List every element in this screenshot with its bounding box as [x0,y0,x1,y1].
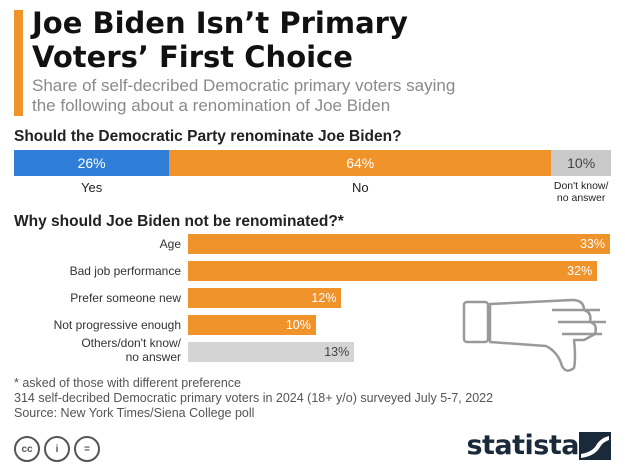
renominate-stacked-bar: 26% Yes 64% No 10% Don't know/no answer [14,150,611,204]
question-2-title: Why should Joe Biden not be renominated?… [14,213,344,230]
stack-segment-dont-know [551,150,611,176]
stack-category-yes: Yes [81,180,103,195]
bar-value-prefer-someone-new: 12% [311,291,337,305]
bar-label-prefer-someone-new: Prefer someone new [70,291,181,305]
chart-title: Joe Biden Isn’t Primary Voters’ First Ch… [32,6,408,74]
bar-label-not-progressive-enough: Not progressive enough [53,318,181,332]
stack-value-yes: 26% [77,155,106,171]
statista-logo-text: statista [466,430,579,461]
source-note: Source: New York Times/Siena College pol… [14,406,255,420]
stack-segment-no [169,150,552,176]
title-line-2: Voters’ First Choice [32,40,353,74]
stack-category-no: No [351,180,369,195]
no-derivatives-icon[interactable]: = [74,436,100,462]
bar-not-progressive-enough [188,315,316,335]
bar-bad-job-performance [188,261,598,281]
bar-others [188,342,355,362]
title-line-1: Joe Biden Isn’t Primary [32,6,408,40]
statista-logo-icon [579,431,611,460]
question-1-title: Should the Democratic Party renominate J… [14,128,402,145]
stack-segment-yes [14,150,170,176]
title-accent-bar [14,10,23,116]
statista-logo[interactable]: statista [466,430,611,461]
bar-value-others: 13% [324,345,350,359]
stack-value-dont-know: 10% [567,155,596,171]
footnote: * asked of those with different preferen… [14,376,241,390]
bar-label-others: Others/don't know/no answer [81,336,181,364]
attribution-icon[interactable]: i [44,436,70,462]
bar-value-not-progressive-enough: 10% [285,318,311,332]
sample-note: 314 self-decribed Democratic primary vot… [14,391,494,405]
bar-label-age: Age [159,237,181,251]
bar-value-age: 33% [579,237,605,251]
stack-value-no: 64% [346,155,375,171]
bar-label-bad-job-performance: Bad job performance [69,264,181,278]
reasons-bar-chart: 33% Age 32% Bad job performance 12% Prefer so… [0,232,625,364]
subtitle-line-2: the following about a renomination of Jo… [32,96,391,115]
thumbs-down-icon [462,298,606,372]
bar-prefer-someone-new [188,288,342,308]
license-icons: cc i = [14,436,100,462]
bar-age [188,234,610,254]
creative-commons-icon[interactable]: cc [14,436,40,462]
chart-subtitle: Share of self-decribed Democratic primar… [32,76,617,116]
stack-category-dont-know: Don't know/no answer [553,180,609,204]
subtitle-line-1: Share of self-decribed Democratic primar… [32,76,456,95]
bar-value-bad-job-performance: 32% [567,264,593,278]
